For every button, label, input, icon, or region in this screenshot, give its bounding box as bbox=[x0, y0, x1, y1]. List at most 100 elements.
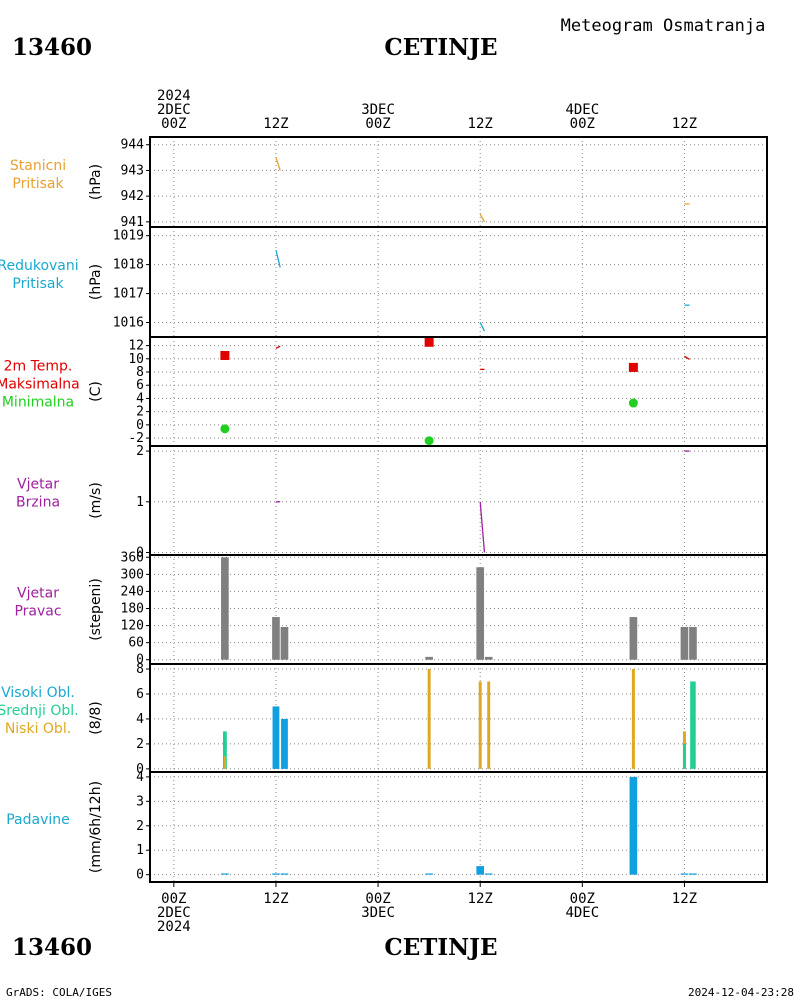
bar bbox=[272, 873, 280, 875]
y-tick-label: 3 bbox=[136, 794, 144, 809]
series-line bbox=[275, 157, 281, 171]
time-label-top: 4DEC bbox=[565, 102, 599, 118]
bar bbox=[690, 681, 696, 769]
bar bbox=[629, 617, 638, 660]
max-temp-marker bbox=[424, 337, 434, 347]
time-label-top: 3DEC bbox=[361, 102, 395, 118]
bar bbox=[221, 873, 229, 875]
y-tick-label: 1018 bbox=[113, 258, 144, 273]
time-label-top: 00Z bbox=[365, 116, 390, 132]
panel-5: 0 60 120 180 240 300 360 Vjetar Pravac (stepeni) bbox=[14, 550, 768, 668]
unit-label: (m/s) bbox=[88, 482, 104, 519]
y-tick-label: 1 bbox=[136, 843, 144, 858]
y-tick-label: 60 bbox=[128, 636, 144, 651]
station-id-bottom: 13460 bbox=[12, 934, 92, 961]
series-line bbox=[684, 355, 690, 361]
y-tick-label: 2 bbox=[136, 737, 144, 752]
time-label-bottom: 00Z bbox=[365, 891, 390, 907]
y-tick-label: 0 bbox=[136, 545, 144, 560]
time-label-bottom: 12Z bbox=[263, 891, 288, 907]
bar bbox=[478, 681, 482, 769]
meteogram-subtitle: Meteogram Osmatranja bbox=[561, 16, 766, 36]
panel-label: 2m Temp. bbox=[4, 359, 73, 375]
max-temp-marker bbox=[628, 362, 638, 372]
y-tick-label: 10 bbox=[128, 352, 144, 367]
time-label-bottom: 3DEC bbox=[361, 905, 395, 921]
series-line bbox=[275, 345, 281, 349]
time-label-top: 2DEC bbox=[157, 102, 191, 118]
panel-frame bbox=[149, 445, 768, 556]
time-label-top: 2024 bbox=[157, 88, 191, 104]
y-tick-label: 6 bbox=[136, 378, 144, 393]
bar bbox=[689, 627, 697, 660]
y-tick-label: 8 bbox=[136, 662, 144, 677]
bar bbox=[631, 668, 635, 769]
max-temp-marker bbox=[220, 350, 230, 360]
y-tick-label: 2 bbox=[136, 405, 144, 420]
panel-2: 1016 1017 1018 1019 Redukovani Pritisak (hPa) bbox=[0, 226, 768, 338]
y-tick-label: 0 bbox=[136, 762, 144, 777]
panel-frame bbox=[149, 226, 768, 338]
time-label-bottom: 00Z bbox=[161, 891, 186, 907]
y-tick-label: 1 bbox=[136, 495, 144, 510]
y-tick-label: 6 bbox=[136, 687, 144, 702]
bar bbox=[425, 873, 433, 875]
unit-label: (mm/6h/12h) bbox=[88, 781, 104, 873]
y-tick-label: 180 bbox=[121, 602, 144, 617]
panel-label: Visoki Obl. bbox=[1, 685, 75, 701]
time-label-top: 12Z bbox=[672, 116, 697, 132]
unit-label: (stepeni) bbox=[88, 578, 104, 641]
station-name-bottom: CETINJE bbox=[384, 934, 497, 961]
time-label-bottom: 12Z bbox=[468, 891, 493, 907]
y-tick-label: 1017 bbox=[113, 287, 144, 302]
panel-label: Niski Obl. bbox=[5, 721, 71, 737]
time-label-top: 00Z bbox=[570, 116, 595, 132]
station-name-top: CETINJE bbox=[384, 34, 497, 61]
series-line bbox=[479, 501, 486, 553]
time-label-bottom: 2DEC bbox=[157, 905, 191, 921]
y-tick-label: 12 bbox=[128, 339, 144, 354]
y-tick-label: 941 bbox=[121, 215, 144, 230]
min-temp-marker bbox=[628, 398, 638, 408]
bar bbox=[280, 873, 289, 875]
y-tick-label: 2 bbox=[136, 444, 144, 459]
y-tick-label: 1019 bbox=[113, 229, 144, 244]
time-label-top: 12Z bbox=[263, 116, 288, 132]
time-label-bottom: 2024 bbox=[157, 919, 191, 935]
y-tick-label: -2 bbox=[128, 431, 144, 446]
station-id-top: 13460 bbox=[12, 34, 92, 61]
time-label-bottom: 4DEC bbox=[565, 905, 599, 921]
bar bbox=[425, 656, 433, 660]
min-temp-marker bbox=[424, 436, 434, 446]
bar bbox=[272, 706, 280, 769]
footer-credit: GrADS: COLA/IGES bbox=[6, 986, 112, 999]
bar bbox=[281, 718, 288, 769]
panel-frame bbox=[149, 663, 768, 773]
panel-label: Pritisak bbox=[12, 176, 64, 192]
panel-label: Vjetar bbox=[17, 586, 59, 602]
panel-label: Padavine bbox=[6, 812, 70, 828]
y-tick-label: 240 bbox=[121, 584, 144, 599]
time-label-top: 12Z bbox=[468, 116, 493, 132]
y-tick-label: 943 bbox=[121, 163, 144, 178]
panel-4: 0 1 2 Vjetar Brzina (m/s) bbox=[16, 444, 768, 560]
footer-timestamp: 2024-12-04-23:28 bbox=[688, 986, 794, 999]
panel-frame bbox=[149, 554, 768, 665]
y-tick-label: 942 bbox=[121, 189, 144, 204]
panel-6: 0 2 4 6 8 Visoki Obl. Srednji Obl. Niski Obl. (8… bbox=[0, 662, 768, 777]
panel-7: 0 1 2 3 4 Padavine (mm/6h/12h) bbox=[6, 770, 768, 883]
y-tick-label: 360 bbox=[121, 550, 144, 565]
y-tick-label: 1016 bbox=[113, 316, 144, 331]
panel-label: Pritisak bbox=[12, 276, 64, 292]
bar bbox=[427, 668, 431, 769]
bar bbox=[629, 776, 638, 875]
y-tick-label: 300 bbox=[121, 567, 144, 582]
panel-frame bbox=[149, 771, 768, 883]
bar bbox=[222, 731, 227, 769]
bar bbox=[476, 866, 485, 875]
panel-label: Srednji Obl. bbox=[0, 703, 79, 719]
panel-1: 941 942 943 944 Stanicni Pritisak (hPa) bbox=[10, 136, 768, 230]
